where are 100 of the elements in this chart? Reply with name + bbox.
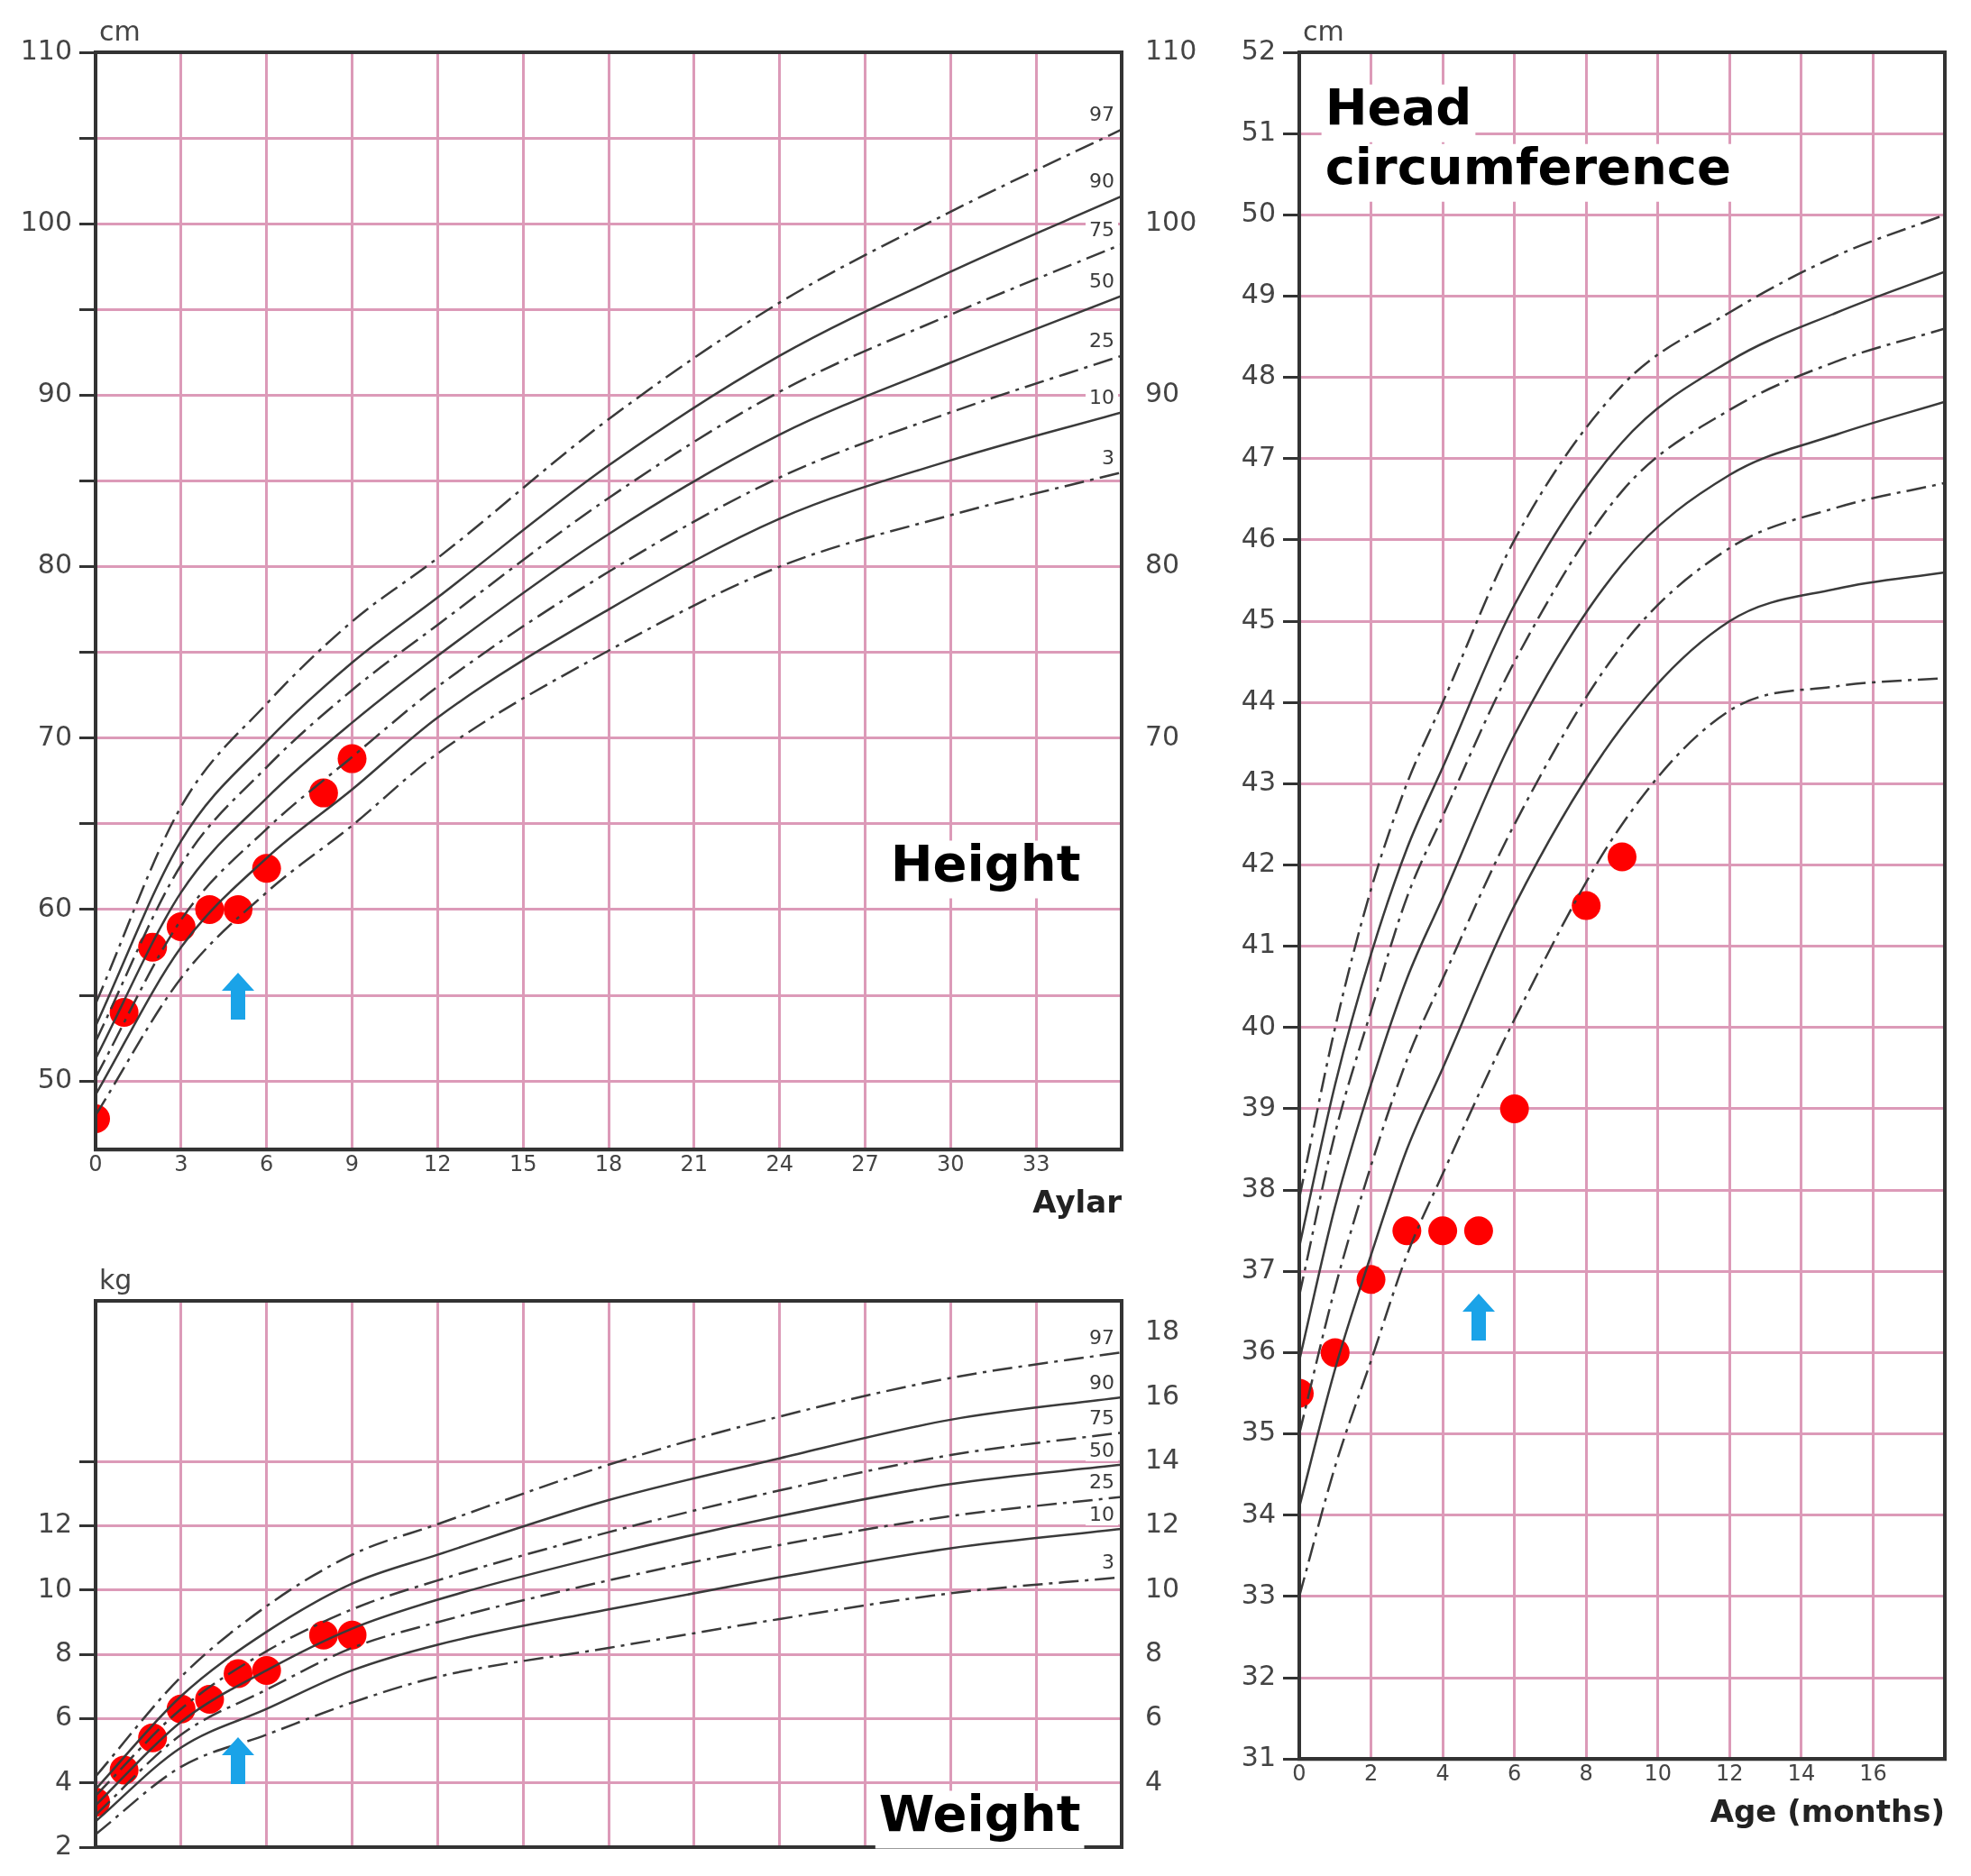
- series-label: 10: [1089, 386, 1114, 409]
- series-label: 97: [1089, 1325, 1114, 1349]
- y-tick-label: 34: [1241, 1496, 1276, 1529]
- y2-tick-label: 110: [1145, 33, 1197, 66]
- x-tick-label: 18: [594, 1150, 623, 1176]
- point: [308, 778, 338, 808]
- series-label: 50: [1089, 269, 1114, 292]
- series-label: 10: [1089, 1502, 1114, 1525]
- y-tick-label: 51: [1241, 114, 1276, 147]
- y-tick-label: 40: [1241, 1009, 1276, 1041]
- series-label: 3: [1102, 445, 1114, 469]
- series-label: 97: [1089, 103, 1114, 126]
- y-tick-label: 35: [1241, 1415, 1276, 1448]
- x-tick-label: 10: [1644, 1760, 1673, 1786]
- y-tick-label: 12: [37, 1507, 72, 1540]
- point: [1320, 1338, 1350, 1368]
- point: [1356, 1265, 1386, 1295]
- x-tick-label: 6: [1508, 1760, 1522, 1786]
- x-tick-label: 12: [424, 1150, 452, 1176]
- series-label: 75: [1089, 217, 1114, 241]
- x-tick-label: 9: [344, 1150, 360, 1176]
- y2-tick-label: 90: [1145, 377, 1180, 409]
- y-tick-label: 8: [54, 1635, 72, 1668]
- y2-tick-label: 6: [1145, 1700, 1163, 1733]
- y-tick-label: 2: [54, 1828, 72, 1861]
- point: [224, 894, 253, 924]
- series-label: 3: [1102, 1551, 1114, 1574]
- y2-tick-label: 80: [1145, 548, 1180, 581]
- y-axis-title: kg: [99, 1263, 133, 1295]
- y2-tick-label: 100: [1145, 205, 1197, 237]
- y-axis-title: cm: [99, 14, 141, 47]
- y-tick-label: 45: [1241, 602, 1276, 635]
- series-label: 50: [1089, 1438, 1114, 1461]
- x-tick-label: 0: [88, 1150, 103, 1176]
- point: [1463, 1216, 1493, 1246]
- x-tick-label: 30: [937, 1150, 965, 1176]
- series-label: 75: [1089, 1405, 1114, 1429]
- point: [1428, 1216, 1458, 1246]
- series-label: 90: [1089, 1370, 1114, 1394]
- y2-tick-label: 16: [1145, 1378, 1180, 1411]
- point: [337, 744, 367, 773]
- y-tick-label: 50: [37, 1062, 72, 1094]
- point: [1392, 1216, 1422, 1246]
- x-tick-label: 8: [1579, 1760, 1593, 1786]
- point: [1499, 1094, 1529, 1123]
- y-tick-label: 39: [1241, 1090, 1276, 1122]
- y-tick-label: 50: [1241, 197, 1276, 229]
- y-tick-label: 110: [20, 33, 72, 66]
- y-tick-label: 70: [37, 719, 72, 752]
- x-axis-title: Age (months): [1710, 1793, 1945, 1830]
- y-tick-label: 31: [1241, 1741, 1276, 1772]
- y-tick-label: 42: [1241, 846, 1276, 879]
- y-tick-label: 90: [37, 377, 72, 409]
- y-tick-label: 38: [1241, 1171, 1276, 1203]
- y-tick-label: 36: [1241, 1334, 1276, 1367]
- y-tick-label: 41: [1241, 928, 1276, 960]
- x-tick-label: 15: [509, 1150, 537, 1176]
- x-tick-label: 27: [851, 1150, 879, 1176]
- y2-tick-label: 10: [1145, 1571, 1180, 1604]
- point: [252, 1655, 281, 1685]
- y-tick-label: 32: [1241, 1659, 1276, 1691]
- y2-tick-label: 12: [1145, 1507, 1180, 1540]
- y-axis-title: cm: [1303, 14, 1344, 47]
- x-tick-label: 14: [1787, 1760, 1816, 1786]
- y2-tick-label: 8: [1145, 1635, 1163, 1668]
- series-label: 90: [1089, 169, 1114, 193]
- series-label: 25: [1089, 1470, 1114, 1494]
- text: Height: [890, 833, 1081, 892]
- y-tick-label: 33: [1241, 1578, 1276, 1610]
- x-tick-label: 0: [1292, 1760, 1306, 1786]
- x-axis-title: Aylar: [1032, 1184, 1123, 1221]
- y-tick-label: 47: [1241, 440, 1276, 472]
- y-tick-label: 43: [1241, 765, 1276, 798]
- x-tick-label: 2: [1363, 1760, 1379, 1786]
- x-tick-label: 12: [1716, 1760, 1744, 1786]
- point: [1572, 891, 1601, 920]
- y-tick-label: 10: [37, 1571, 72, 1604]
- y2-tick-label: 18: [1145, 1314, 1180, 1347]
- y-tick-label: 6: [54, 1700, 72, 1733]
- x-tick-label: 33: [1022, 1150, 1050, 1176]
- y2-tick-label: 70: [1145, 719, 1180, 752]
- y-tick-label: 49: [1241, 278, 1276, 310]
- y2-tick-label: 14: [1145, 1443, 1180, 1476]
- point: [195, 894, 225, 924]
- y-tick-label: 48: [1241, 359, 1276, 391]
- x-tick-label: 24: [765, 1150, 793, 1176]
- x-tick-label: 4: [1435, 1760, 1450, 1786]
- x-tick-label: 16: [1859, 1760, 1887, 1786]
- y-tick-label: 80: [37, 548, 72, 581]
- point: [1608, 842, 1636, 872]
- point: [252, 854, 281, 883]
- series-label: 25: [1089, 329, 1114, 352]
- y-tick-label: 52: [1241, 33, 1276, 66]
- text: Weight: [878, 1783, 1081, 1843]
- y-tick-label: 44: [1241, 684, 1276, 717]
- text: Head circumference: [1325, 78, 1732, 197]
- y-tick-label: 37: [1241, 1253, 1276, 1286]
- y-tick-label: 46: [1241, 521, 1276, 554]
- y-tick-label: 100: [20, 205, 72, 237]
- x-tick-label: 21: [680, 1150, 709, 1176]
